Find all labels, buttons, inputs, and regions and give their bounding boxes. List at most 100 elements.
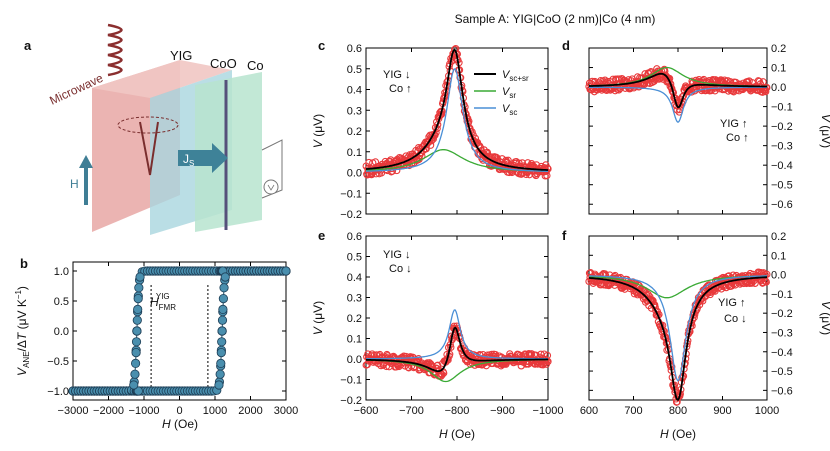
panel-letter-d: d (562, 38, 570, 53)
f-ytick-label: 0.0 (771, 270, 786, 282)
panel-d: 0.2 0.1 0.0 −0.1 −0.2 −0.3 −0.4 −0.5 −0.6 V (μV) (585, 43, 830, 215)
b-data-point (131, 337, 142, 347)
ylabel-v: V (15, 367, 29, 376)
f-data-point (717, 285, 726, 293)
b-data-point (217, 337, 227, 347)
c-ytick-label: 0.3 (347, 105, 362, 117)
legend-label-sr: Vsr (502, 86, 516, 100)
panel-c-plot: −0.2 −0.1 0.0 0.1 0.2 0.3 0.4 0.5 0.6 (340, 43, 552, 221)
b-data-point (216, 358, 226, 368)
panel-letter-a: a (24, 38, 32, 53)
d-ytick-label: 0.2 (771, 43, 786, 55)
c-line-sc (366, 68, 548, 172)
e-xtick-label: −1000 (533, 405, 564, 417)
panel-e-co: Co (389, 263, 403, 275)
d-data-point (667, 80, 675, 88)
b-loop-down (73, 270, 286, 392)
c-ytick-label: 0.0 (347, 168, 362, 180)
co-label: Co (247, 58, 264, 73)
panel-c-dir-label: YIG ↓ Co ↑ (383, 69, 412, 95)
b-data-point (133, 293, 143, 304)
e-ytick-label: 0.1 (347, 334, 362, 346)
voltmeter-icon (263, 179, 279, 195)
legend-sr-v: V (502, 86, 511, 98)
b-xtick-label: 2000 (238, 405, 262, 417)
f-ytick-label: −0.4 (771, 347, 793, 359)
panel-d-ylabel: V (μV) (819, 114, 830, 148)
f-xtick-label: 800 (669, 405, 687, 417)
coo-label: CoO (210, 56, 237, 71)
panel-d-co-dir: ↑ (743, 132, 749, 144)
f-data-point (762, 278, 770, 286)
panel-e-plot: −600 −700 −800 −900 −1000 −0.2 −0.1 0.0 0.1 0.2 0.… (340, 231, 563, 417)
panel-e-yig: YIG (383, 249, 402, 261)
c-ytick-label: 0.4 (347, 85, 362, 97)
panel-e-yig-dir: ↓ (405, 249, 411, 261)
e-data-point (436, 371, 444, 379)
legend-label-scsr: Vsc+sr (502, 69, 529, 83)
panel-c-co-label: Co ↑ (389, 83, 412, 95)
panel-e-dir-label: YIG ↓ Co ↓ (383, 249, 412, 275)
b-data-point (214, 380, 224, 390)
ylabel-unit: (μV K (15, 299, 29, 333)
b-xtick-label: 0 (176, 405, 182, 417)
panel-c-co-dir: ↑ (406, 83, 412, 95)
c-ytick-label: 0.1 (347, 147, 362, 159)
legend-scsr-sub: sc+sr (509, 74, 529, 83)
panel-e-ylabel: V (μV) (311, 301, 325, 335)
panel-d-yig: YIG (720, 118, 739, 130)
f-data-point (727, 282, 736, 290)
legend-sc-v: V (502, 103, 511, 115)
e-ytick-label: 0.2 (347, 313, 362, 325)
fmr-sup: YIG (156, 292, 170, 301)
e-ytick-label: −0.1 (340, 375, 362, 387)
b-data-point (219, 283, 229, 293)
b-data-point (130, 369, 140, 379)
e-ytick-label: 0.0 (347, 354, 362, 366)
microwave-coil-icon (107, 23, 123, 77)
c-data-point (406, 151, 414, 159)
e-ytick-label: 0.6 (347, 231, 362, 243)
d-data-point (762, 87, 770, 96)
e-ytick-label: −0.2 (340, 395, 362, 407)
panel-letter-c: c (318, 38, 325, 53)
f-ytick-label: −0.6 (771, 385, 793, 397)
e-ytick-label: 0.3 (347, 293, 362, 305)
field-arrow-head-icon (79, 155, 93, 168)
fmr-annotation: HFMR YIG (150, 292, 176, 312)
d-data-point (651, 75, 659, 84)
panel-d-co: Co (726, 132, 740, 144)
js-label: JS (183, 152, 194, 168)
f-ytick-label: −0.1 (771, 289, 793, 301)
f-xtick-label: 900 (713, 405, 731, 417)
b-data-point (218, 304, 228, 314)
figure-title: Sample A: YIG|CoO (2 nm)|Co (4 nm) (455, 12, 656, 26)
panel-f-xlabel: H (Oe) (660, 427, 696, 441)
d-ytick-label: −0.3 (771, 141, 793, 153)
e-xtick-label: −800 (445, 405, 470, 417)
panel-f-co-label: Co ↓ (724, 313, 747, 325)
panel-f-yig-label: YIG ↑ (718, 297, 746, 309)
f-ytick-label: 0.1 (771, 250, 786, 262)
f-ytick-label: −0.2 (771, 308, 793, 320)
b-ytick-label: −1.0 (47, 386, 69, 398)
panel-f-dir-label: YIG ↑ Co ↓ (718, 297, 747, 325)
c-ytick-label: 0.2 (347, 126, 362, 138)
panel-f-ylabel: V (μV) (819, 301, 830, 335)
b-data-point (281, 266, 291, 276)
d-ytick-label: −0.5 (771, 180, 793, 192)
precession-ellipse (117, 116, 179, 134)
e-data-point (479, 351, 487, 359)
f-ytick-label: 0.2 (771, 231, 786, 243)
ylabel-t: T (15, 331, 29, 340)
e-line-scsr (366, 326, 548, 373)
f-line-sc (589, 275, 767, 382)
b-ytick-label: 1.0 (54, 266, 69, 278)
yig-top-face (92, 60, 232, 98)
panel-d-yig-dir: ↑ (742, 118, 748, 130)
panel-d-yig-label: YIG ↑ (720, 118, 748, 130)
field-label: H (70, 177, 79, 191)
c-data-point (479, 156, 487, 164)
b-loop-up (73, 270, 286, 392)
f-xtick-label: 600 (580, 405, 598, 417)
